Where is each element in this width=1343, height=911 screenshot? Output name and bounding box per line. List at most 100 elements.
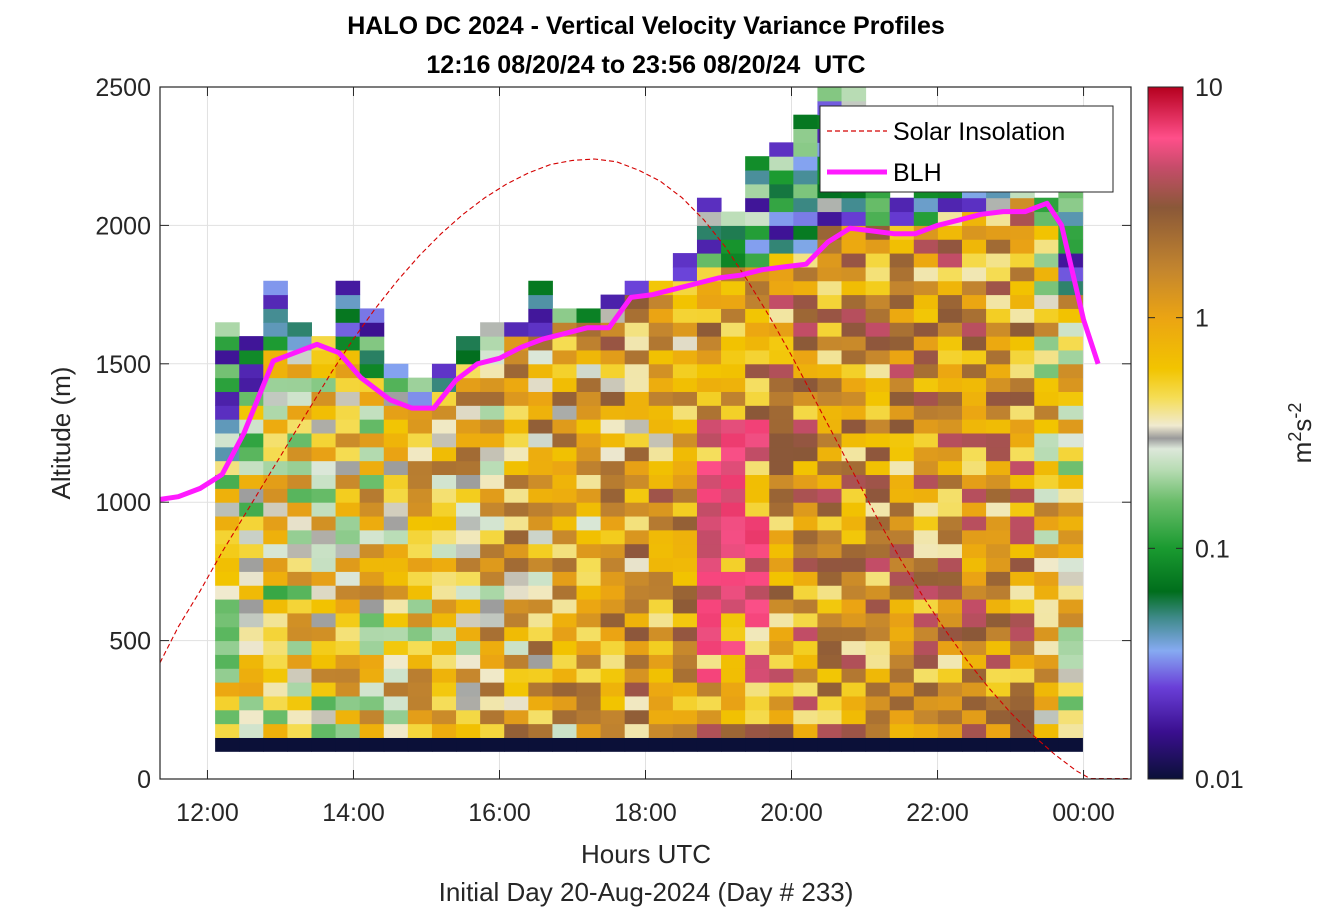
heatmap-cell [263, 599, 288, 614]
heatmap-cell [696, 516, 722, 531]
heatmap-cell [215, 599, 240, 614]
heatmap-cell [383, 599, 409, 614]
heatmap-cell [648, 433, 674, 448]
heatmap-cell [287, 585, 312, 600]
heatmap-cell [1010, 446, 1035, 462]
heatmap-cell [913, 433, 939, 448]
heatmap-cell [600, 446, 626, 462]
heatmap-cell [359, 640, 385, 655]
heatmap-cell [335, 516, 361, 531]
heatmap-cell [865, 363, 891, 379]
heatmap-cell [889, 543, 915, 559]
heatmap-cell [937, 266, 963, 282]
heatmap-cell [913, 585, 939, 600]
heatmap-cell [961, 308, 987, 323]
heatmap-cell [865, 709, 891, 725]
heatmap-cell [986, 433, 1011, 448]
heatmap-cell [793, 294, 818, 309]
heatmap-cell [672, 599, 698, 614]
heatmap-cell [552, 585, 578, 600]
heatmap-cell [480, 640, 505, 655]
heatmap-cell [215, 668, 240, 683]
heatmap-cell [696, 336, 722, 351]
heatmap-cell [841, 377, 867, 392]
heatmap-cell [865, 446, 891, 462]
heatmap-cell [456, 391, 481, 406]
heatmap-cell [504, 488, 529, 503]
heatmap-cell [600, 474, 626, 489]
heatmap-cell [624, 709, 650, 725]
heatmap-cell [383, 488, 409, 503]
heatmap-cell [745, 557, 770, 572]
heatmap-cell [263, 654, 288, 669]
heatmap-cell [865, 737, 891, 752]
heatmap-cell [215, 419, 240, 434]
heatmap-cell [793, 336, 818, 351]
heatmap-cell [793, 488, 818, 503]
heatmap-cell [769, 446, 794, 462]
heatmap-cell [528, 612, 553, 628]
heatmap-cell [335, 585, 361, 600]
heatmap-cell [504, 668, 529, 683]
heatmap-cell [624, 654, 650, 669]
heatmap-cell [672, 253, 698, 268]
heatmap-cell [552, 529, 578, 545]
heatmap-cell [431, 363, 457, 379]
heatmap-cell [769, 723, 794, 738]
heatmap-cell [287, 571, 312, 586]
heatmap-cell [841, 529, 867, 545]
heatmap-cell [263, 391, 288, 406]
heatmap-cell [504, 391, 529, 406]
heatmap-cell [576, 363, 602, 379]
heatmap-cell [1034, 419, 1059, 434]
heatmap-cell [552, 419, 578, 434]
heatmap-cell [865, 529, 891, 545]
heatmap-cell [889, 280, 915, 296]
heatmap-cell [287, 322, 312, 337]
heatmap-cell [456, 433, 481, 448]
heatmap-cell [600, 529, 626, 545]
heatmap-cell [456, 723, 481, 738]
heatmap-cell [1058, 488, 1083, 503]
heatmap-cell [1034, 266, 1059, 282]
heatmap-cell [937, 336, 963, 351]
heatmap-cell [889, 211, 915, 226]
heatmap-cell [480, 571, 505, 586]
heatmap-cell [576, 336, 602, 351]
heatmap-cell [528, 626, 553, 642]
heatmap-cell [335, 682, 361, 697]
chart-subtitle: 12:16 08/20/24 to 23:56 08/20/24 UTC [426, 51, 865, 79]
heatmap-cell [889, 737, 915, 752]
heatmap-cell [311, 516, 337, 531]
heatmap-cell [648, 502, 674, 517]
heatmap-cell [1058, 197, 1083, 213]
heatmap-cell [215, 654, 240, 669]
heatmap-cell [841, 266, 867, 282]
heatmap-cell [407, 488, 433, 503]
heatmap-cell [528, 529, 553, 545]
heatmap-cell [937, 626, 963, 642]
heatmap-cell [311, 405, 337, 420]
heatmap-cell [745, 308, 770, 323]
heatmap-cell [359, 682, 385, 697]
heatmap-cell [359, 737, 385, 752]
heatmap-cell [335, 599, 361, 614]
heatmap-cell [287, 709, 312, 725]
heatmap-cell [817, 336, 843, 351]
heatmap-cell [913, 363, 939, 379]
heatmap-cell [889, 266, 915, 282]
heatmap-cell [769, 308, 794, 323]
heatmap-cell [793, 557, 818, 572]
heatmap-cell [648, 737, 674, 752]
heatmap-cell [1010, 211, 1035, 226]
heatmap-cell [624, 308, 650, 323]
heatmap-cell [889, 474, 915, 489]
heatmap-cell [335, 543, 361, 559]
heatmap-cell [624, 349, 650, 365]
heatmap-cell [600, 723, 626, 738]
heatmap-cell [1034, 654, 1059, 669]
heatmap-cell [769, 170, 794, 185]
heatmap-cell [721, 225, 746, 240]
heatmap-cell [937, 488, 963, 503]
heatmap-cell [456, 737, 481, 752]
